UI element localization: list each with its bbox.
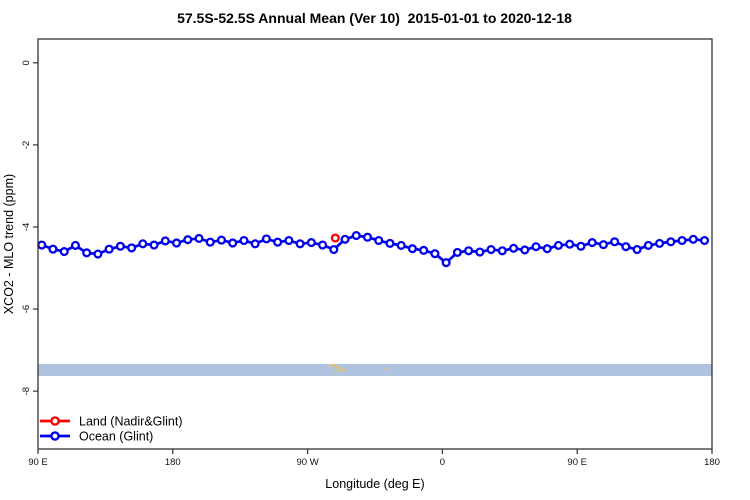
aux-point [333,363,337,367]
ocean-point [396,240,406,250]
ocean-point [171,238,182,248]
ocean-point [37,240,47,250]
ocean-point [127,243,137,253]
ocean-point [666,237,676,247]
y-tick-label: -8 [21,387,32,395]
ocean-point [318,240,328,250]
ocean-point [306,238,316,248]
ocean-point [70,240,80,250]
x-tick-label: 180 [704,457,720,468]
x-tick-label: 180 [165,457,181,468]
ocean-point [194,233,204,244]
y-tick-label: -2 [21,141,32,149]
ocean-point [407,244,417,254]
ocean-point [115,241,125,251]
land-point [330,233,340,243]
chart-title: 57.5S-52.5S Annual Mean (Ver 10) 2015-01… [177,10,572,26]
ocean-point [93,249,103,259]
reference-band-layer [38,364,712,376]
y-tick-label: -6 [21,305,32,313]
ocean-point [239,235,249,246]
y-tick-label: 0 [21,60,32,65]
ocean-point [149,240,159,250]
ocean-point [655,238,665,248]
legend-ocean-marker-icon [50,431,60,441]
ocean-point [430,249,440,259]
ocean-point [632,244,642,255]
ocean-point [464,246,474,256]
aux-point [342,368,346,372]
ocean-point [598,240,608,250]
ocean-point [351,231,361,241]
legend-land-marker-icon [50,416,60,426]
ocean-point [340,234,350,244]
land-series-layer [330,233,340,243]
ocean-point [216,235,227,245]
aux-point [336,365,340,369]
ocean-point [138,239,148,249]
ocean-point [284,235,294,246]
ocean-point [261,234,271,244]
aux-point [339,367,343,371]
aux-points-layer [329,363,389,373]
x-tick-label: 90 W [297,457,319,468]
ocean-point [475,247,485,257]
ocean-point [576,241,586,251]
x-axis-ticks: 90 E 180 90 W 0 90 E 180 [28,449,720,468]
ocean-point [553,240,564,250]
ocean-point [419,245,429,255]
ocean-point [610,237,620,247]
ocean-point [699,235,710,246]
aux-point [385,367,389,371]
ocean-point [295,239,305,249]
ocean-point [587,238,597,248]
ocean-series-layer [37,231,710,268]
ocean-point [677,235,687,246]
ocean-point [486,244,496,255]
ocean-point [183,235,193,245]
ocean-point [688,234,698,244]
legend-ocean-label: Ocean (Glint) [79,430,153,444]
ocean-point [385,238,395,248]
ocean-point [452,247,462,257]
ocean-point [273,237,283,247]
aux-point [329,364,333,368]
y-tick-label: -4 [21,223,32,231]
x-tick-label: 90 E [567,457,587,468]
ocean-point [205,237,215,247]
ocean-point [565,239,575,249]
ocean-point [104,244,114,254]
y-axis-label: XCO2 - MLO trend (ppm) [2,174,16,314]
aux-point [334,369,338,373]
x-axis-label: Longitude (deg E) [325,477,424,491]
ocean-point [497,246,507,256]
y-axis-ticks: 0 -2 -4 -6 -8 [21,60,38,395]
ocean-point [362,232,373,242]
ocean-point [508,243,519,253]
ocean-point [542,244,552,254]
x-tick-label: 0 [440,457,445,468]
ocean-point [531,242,541,252]
ocean-point [228,238,238,248]
ocean-point [441,258,451,268]
ocean-point [160,236,170,246]
ocean-point [329,244,339,255]
ocean-point [82,248,92,258]
ocean-point [520,245,530,255]
x-tick-label: 90 E [28,457,48,468]
ocean-point [621,242,631,252]
legend: Land (Nadir&Glint) Ocean (Glint) [40,415,183,444]
ocean-point [48,244,58,254]
legend-land-label: Land (Nadir&Glint) [79,415,183,429]
ocean-point [59,247,69,257]
ocean-point [643,240,653,250]
reference-band [38,364,712,376]
ocean-point [250,239,260,249]
ocean-point [374,235,384,246]
plot-border [37,38,713,450]
